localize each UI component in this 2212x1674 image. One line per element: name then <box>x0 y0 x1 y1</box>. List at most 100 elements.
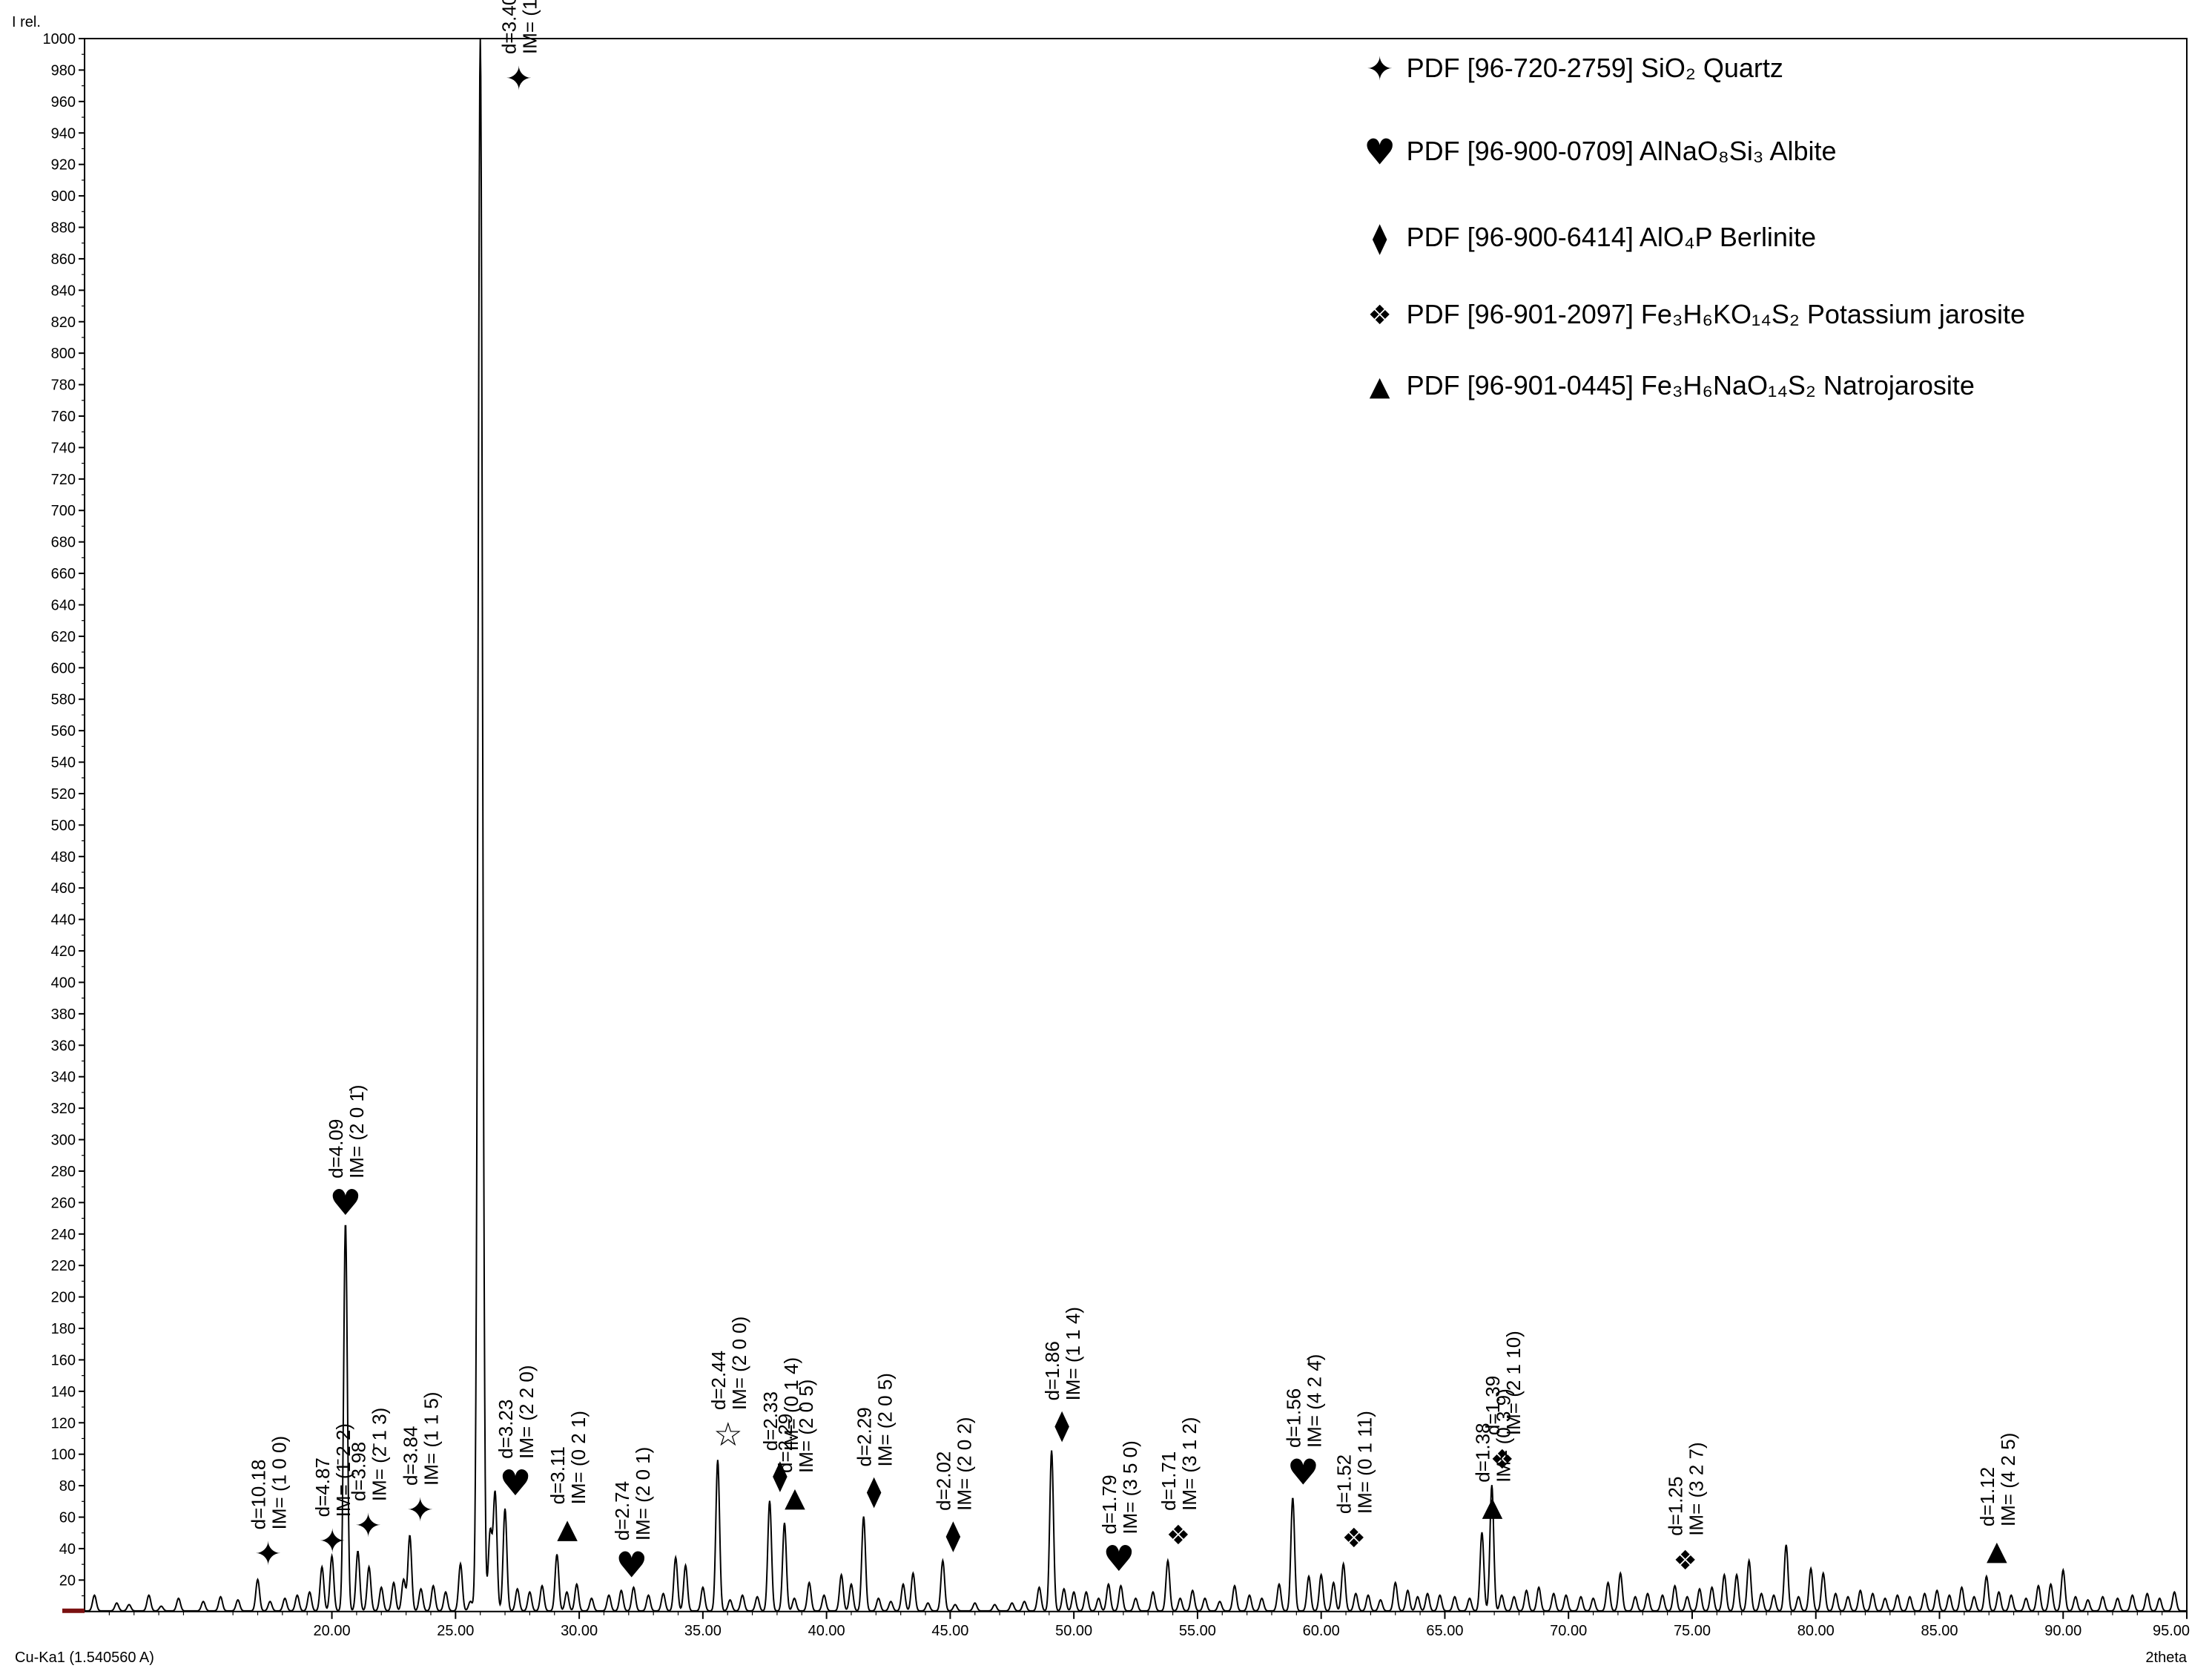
heart-marker: ♥ <box>500 1463 532 1504</box>
peak-miller-label: IM= (2̄ 1 3) <box>369 1408 391 1501</box>
heart-marker: ♥ <box>1287 1451 1319 1493</box>
y-tick-label-500: 500 <box>51 817 76 834</box>
y-tick-label-220: 220 <box>51 1258 76 1274</box>
legend-heart-icon: ♥ <box>1364 131 1396 173</box>
sparkle-marker: ✦ <box>354 1507 382 1545</box>
x-tick-label-90: 90.00 <box>2044 1623 2081 1639</box>
legend-clover-icon: ❖ <box>1368 300 1392 331</box>
peak-d-label: d=1.71 <box>1158 1451 1180 1511</box>
legend-label: PDF [96-901-0445] Fe₃H₆NaO₁₄S₂ Natrojaro… <box>1407 370 1975 401</box>
y-tick-label-580: 580 <box>51 692 76 708</box>
peak-d-label: d=4.09 <box>325 1119 347 1179</box>
y-tick-label-380: 380 <box>51 1006 76 1023</box>
x-tick-label-65: 65.00 <box>1426 1623 1463 1639</box>
y-tick-label-140: 140 <box>51 1384 76 1400</box>
y-tick-label-700: 700 <box>51 503 76 519</box>
x-tick-label-70: 70.00 <box>1550 1623 1587 1639</box>
peak-d-label: d=3.23 <box>495 1400 517 1459</box>
y-tick-label-860: 860 <box>51 251 76 268</box>
y-tick-label-320: 320 <box>51 1101 76 1117</box>
y-tick-label-680: 680 <box>51 535 76 551</box>
heart-marker: ♥ <box>329 1182 361 1224</box>
peak-miller-label: IM= (3 5 0) <box>1119 1440 1141 1534</box>
peak-d-label: d=1.79 <box>1098 1474 1120 1534</box>
peak-miller-label: IM= (1 0 0) <box>268 1436 291 1529</box>
clover-marker: ❖ <box>1490 1445 1514 1475</box>
diamond-marker: ⧫ <box>1054 1408 1069 1443</box>
y-tick-label-620: 620 <box>51 629 76 645</box>
axes: 2040608010012014016018020022024026028030… <box>12 14 2190 1666</box>
y-tick-label-80: 80 <box>59 1478 76 1495</box>
legend-entry-triangle: ▲PDF [96-901-0445] Fe₃H₆NaO₁₄S₂ Natrojar… <box>1370 370 1975 402</box>
legend-entry-sparkle: ✦ PDF [96-720-2759] SiO₂ Quartz <box>1366 50 1783 88</box>
sparkle-marker: ✦ <box>406 1492 434 1529</box>
y-tick-label-760: 760 <box>51 409 76 425</box>
peak-d-label: d=1.12 <box>1976 1467 1998 1526</box>
peak-d-label: d=4.87 <box>311 1457 334 1517</box>
y-tick-label-880: 880 <box>51 220 76 237</box>
y-tick-label-40: 40 <box>59 1541 76 1558</box>
legend-sparkle-icon: ✦ <box>1366 50 1393 88</box>
y-tick-label-920: 920 <box>51 157 76 174</box>
y-tick-label-940: 940 <box>51 125 76 142</box>
y-tick-label-820: 820 <box>51 314 76 331</box>
triangle-marker: ▲ <box>785 1483 805 1513</box>
y-tick-label-840: 840 <box>51 283 76 299</box>
y-tick-label-340: 340 <box>51 1070 76 1086</box>
triangle-marker: ▲ <box>1482 1492 1503 1523</box>
x-tick-label-80: 80.00 <box>1797 1623 1835 1639</box>
diamond-marker: ⧫ <box>867 1474 882 1509</box>
origin-marker <box>62 1609 85 1613</box>
y-tick-label-720: 720 <box>51 472 76 488</box>
peak-d-label: d=10.18 <box>248 1460 270 1530</box>
peak-miller-label: IM= (2 0 5) <box>874 1373 897 1466</box>
triangle-marker: ▲ <box>1987 1536 2007 1566</box>
legend-label: PDF [96-900-6414] AlO₄P Berlinite <box>1407 222 1816 252</box>
y-tick-label-740: 740 <box>51 440 76 456</box>
heart-marker: ♥ <box>615 1544 647 1586</box>
legend: ✦ PDF [96-720-2759] SiO₂ Quartz ♥ PDF [96-9… <box>1364 50 2025 402</box>
heart-marker: ♥ <box>1103 1538 1135 1580</box>
y-tick-label-100: 100 <box>51 1447 76 1463</box>
x-tick-label-25: 25.00 <box>437 1623 474 1639</box>
y-tick-label-60: 60 <box>59 1510 76 1526</box>
peak-d-label: d=1.56 <box>1282 1388 1304 1448</box>
legend-diamond-icon: ⧫ <box>1373 222 1387 256</box>
clover-marker: ❖ <box>1342 1523 1366 1554</box>
x-tick-label-35: 35.00 <box>684 1623 722 1639</box>
y-tick-label-980: 980 <box>51 62 76 79</box>
x-tick-label-55: 55.00 <box>1179 1623 1216 1639</box>
peak-d-label: d=1.25 <box>1665 1477 1687 1536</box>
peak-miller-label: IM= (0 2 1) <box>567 1411 590 1504</box>
peak-d-label: d=3.40 <box>498 0 521 54</box>
x-axis-label: 2theta <box>2145 1650 2187 1666</box>
y-tick-label-520: 520 <box>51 786 76 803</box>
y-tick-label-180: 180 <box>51 1321 76 1337</box>
peak-miller-label: IM= (2 0 0) <box>728 1317 750 1410</box>
y-tick-label-20: 20 <box>59 1572 76 1589</box>
y-tick-label-280: 280 <box>51 1164 76 1180</box>
peak-miller-label: IM= (2 0 1̄) <box>346 1084 368 1178</box>
x-tick-label-20: 20.00 <box>314 1623 351 1639</box>
legend-label: PDF [96-720-2759] SiO₂ Quartz <box>1407 53 1783 83</box>
series <box>85 39 2187 1611</box>
sparkle-marker: ✦ <box>319 1523 346 1561</box>
y-tick-label-160: 160 <box>51 1352 76 1368</box>
y-tick-label-480: 480 <box>51 849 76 866</box>
clover-marker: ❖ <box>1166 1520 1190 1551</box>
peak-miller-label: IM= (2 0 5) <box>795 1380 817 1473</box>
y-tick-label-120: 120 <box>51 1415 76 1431</box>
